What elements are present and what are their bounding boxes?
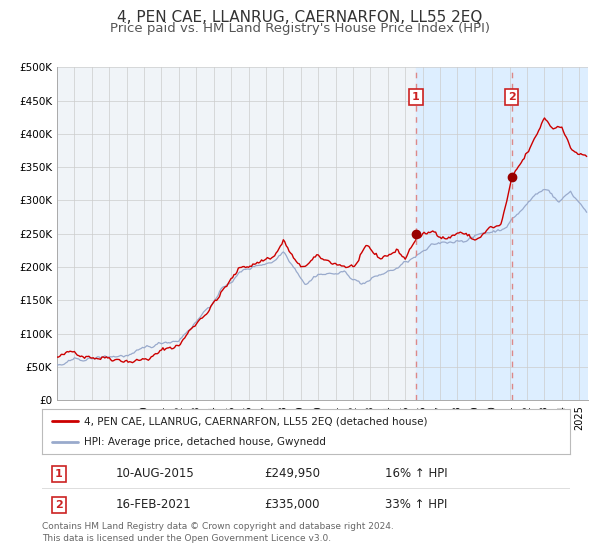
Text: 16% ↑ HPI: 16% ↑ HPI [385,468,448,480]
Text: HPI: Average price, detached house, Gwynedd: HPI: Average price, detached house, Gwyn… [84,437,326,447]
Text: 1: 1 [412,92,420,102]
Bar [416,67,588,400]
Text: 2: 2 [55,500,63,510]
Text: 16-FEB-2021: 16-FEB-2021 [116,498,191,511]
Text: 2: 2 [508,92,515,102]
Text: £335,000: £335,000 [264,498,319,511]
Text: Contains HM Land Registry data © Crown copyright and database right 2024.
This d: Contains HM Land Registry data © Crown c… [42,522,394,543]
Text: Price paid vs. HM Land Registry's House Price Index (HPI): Price paid vs. HM Land Registry's House … [110,22,490,35]
Text: 4, PEN CAE, LLANRUG, CAERNARFON, LL55 2EQ: 4, PEN CAE, LLANRUG, CAERNARFON, LL55 2E… [118,10,482,25]
Text: 10-AUG-2015: 10-AUG-2015 [116,468,194,480]
Text: 1: 1 [55,469,63,479]
Text: £249,950: £249,950 [264,468,320,480]
Text: 4, PEN CAE, LLANRUG, CAERNARFON, LL55 2EQ (detached house): 4, PEN CAE, LLANRUG, CAERNARFON, LL55 2E… [84,416,428,426]
Text: 33% ↑ HPI: 33% ↑ HPI [385,498,448,511]
